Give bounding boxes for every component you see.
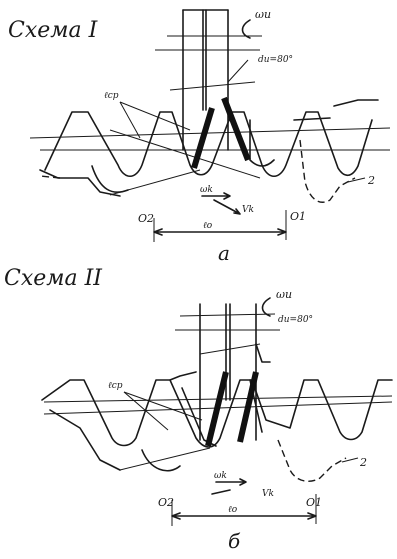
scheme-2-lcp-label: ℓcp <box>108 381 123 391</box>
scheme-1-wheel-label: 2 <box>367 174 375 187</box>
scheme-1-omega-label: ωu <box>255 8 271 21</box>
scheme-2-wheel-label: 2 <box>359 456 367 469</box>
scheme-1-gear-profile <box>44 99 379 178</box>
scheme-1-caption: а <box>218 241 230 265</box>
scheme-2-o2-label: O2 <box>158 496 174 509</box>
scheme-2-wk-label: ωk <box>214 471 227 481</box>
scheme-2-centre-distance <box>171 512 317 520</box>
scheme-1: Схема I ωu du=80° <box>8 8 391 265</box>
scheme-2-o1-label: O1 <box>306 496 322 509</box>
scheme-1-centre-distance <box>153 228 287 236</box>
scheme-2-caption: б <box>228 529 241 553</box>
scheme-2-cutter <box>175 303 280 441</box>
scheme-1-lcp-label: ℓcp <box>104 91 119 101</box>
scheme-1-contact-left <box>191 107 215 169</box>
scheme-2-angle-label: du=80° <box>278 315 313 325</box>
scheme-2-omega-label: ωu <box>276 288 292 301</box>
scheme-2-wheel-2 <box>49 387 347 482</box>
scheme-2: Схема II ωu du=80° <box>4 266 393 553</box>
scheme-2-rotation-arrow <box>261 297 271 317</box>
scheme-1-pitch-line <box>29 127 391 139</box>
scheme-2-vk-label: Vk <box>262 489 274 499</box>
scheme-1-rotation-arrow <box>241 19 251 39</box>
scheme-1-wk-label: ωk <box>200 185 213 195</box>
scheme-2-contact-right <box>237 371 259 443</box>
scheme-1-lo-label: ℓo <box>203 221 213 231</box>
scheme-1-contact-right <box>221 96 251 162</box>
scheme-1-o1-label: O1 <box>290 210 306 223</box>
scheme-1-vk-label: Vk <box>242 205 254 215</box>
scheme-2-title: Схема II <box>4 266 103 291</box>
scheme-1-o2-label: O2 <box>138 212 154 225</box>
scheme-1-title: Схема I <box>8 18 99 43</box>
scheme-2-contact-left <box>205 371 229 447</box>
scheme-1-angle-label: du=80° <box>258 55 293 65</box>
scheme-2-lo-label: ℓo <box>228 505 238 515</box>
